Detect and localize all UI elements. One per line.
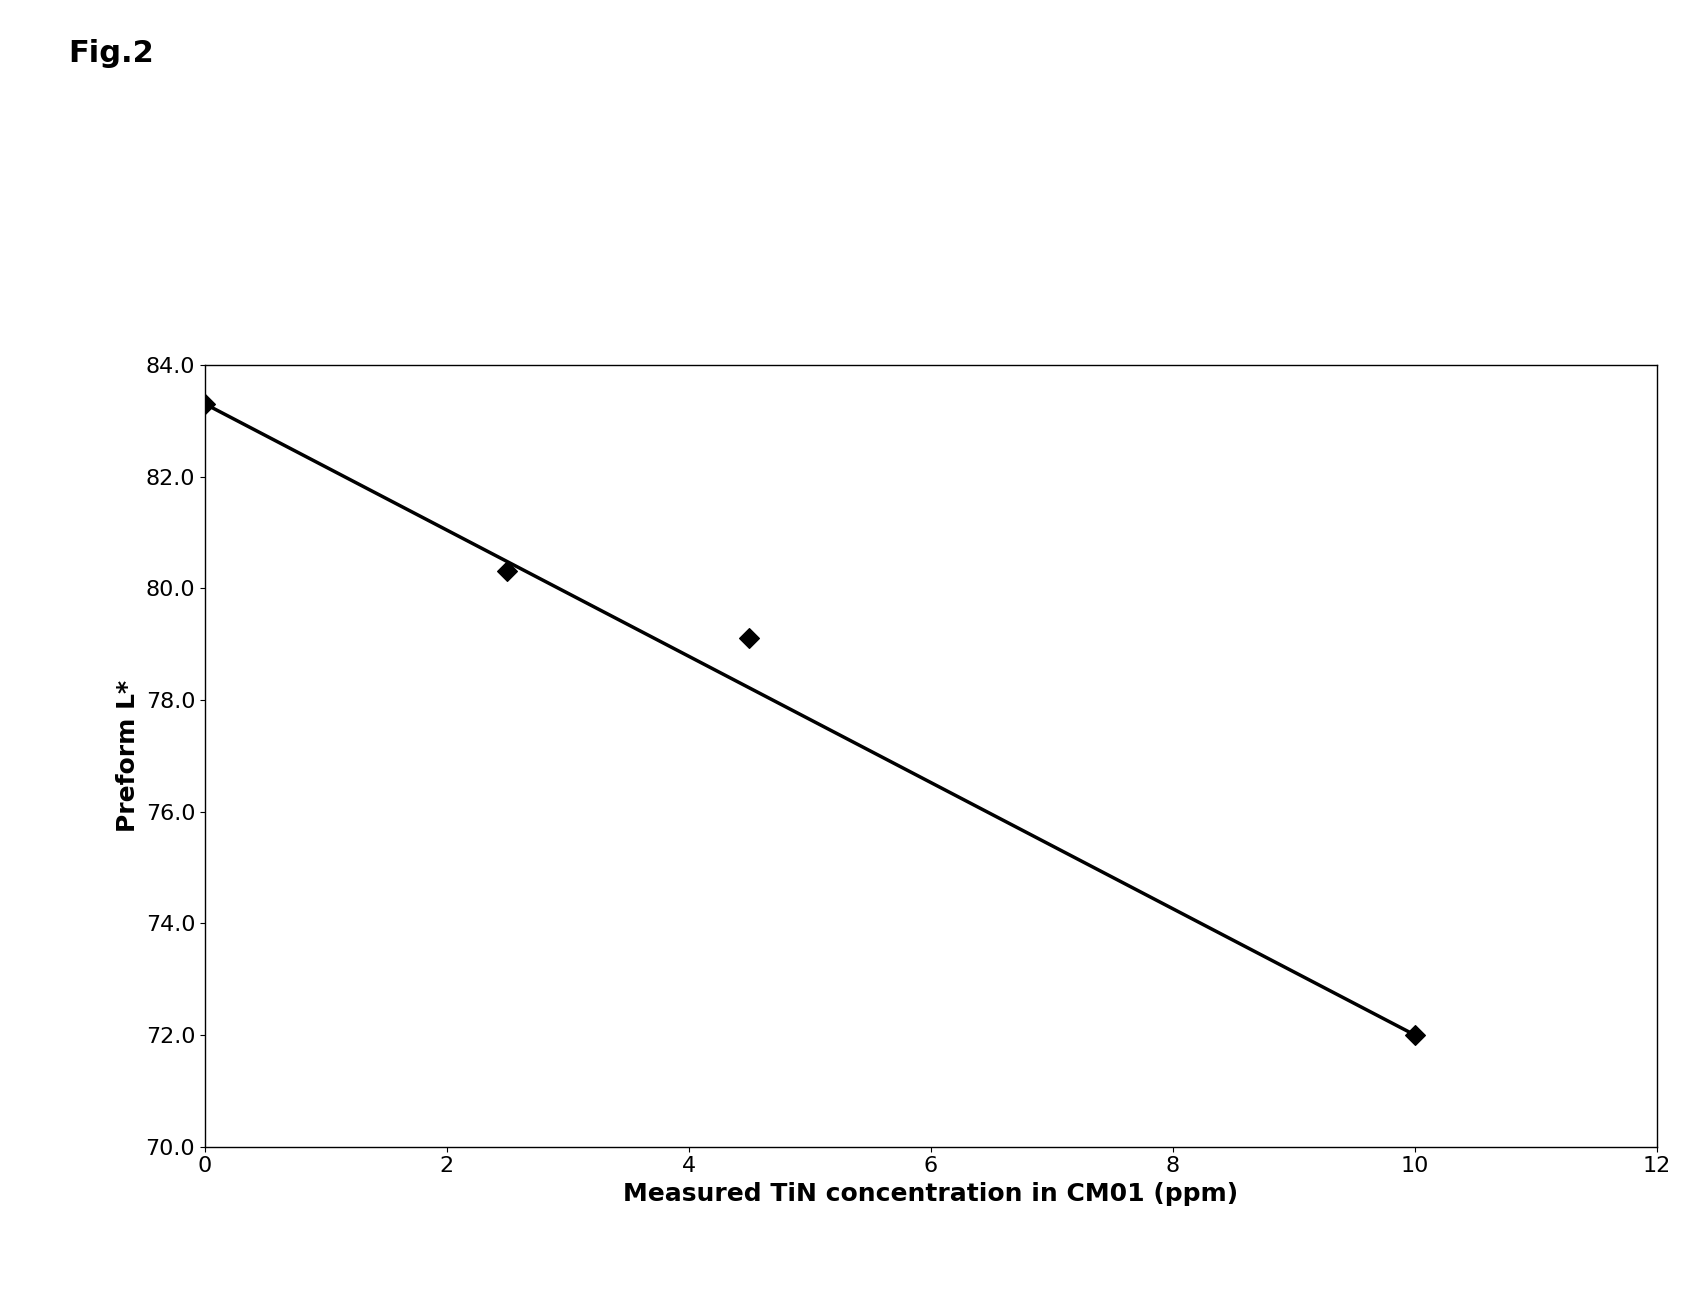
Point (191, 394, 218, 414)
Y-axis label: Preform L*: Preform L* (116, 680, 140, 831)
X-axis label: Measured TiN concentration in CM01 (ppm): Measured TiN concentration in CM01 (ppm) (623, 1182, 1238, 1205)
Point (1400, 1024, 1427, 1045)
Text: Fig.2: Fig.2 (68, 39, 154, 68)
Point (493, 562, 521, 582)
Point (736, 628, 763, 649)
